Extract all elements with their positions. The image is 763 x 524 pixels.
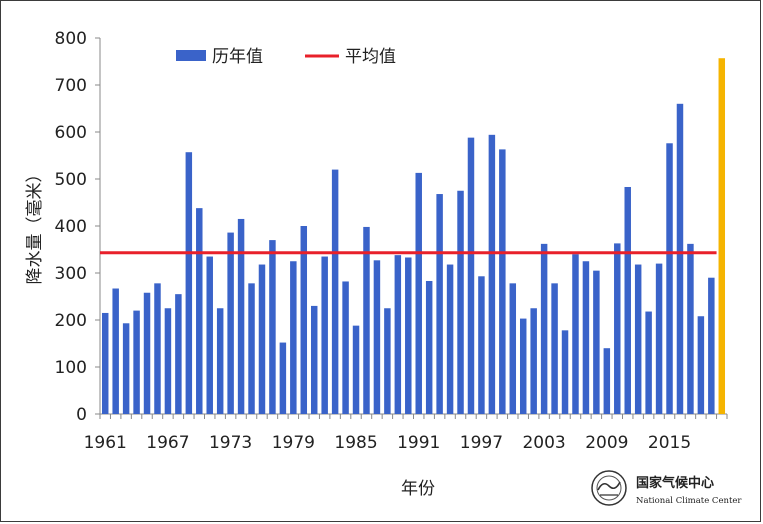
bar-2003	[540, 243, 548, 414]
bar-1966	[154, 283, 161, 414]
tick-labels: 0 100 200 300 400 500 600 700 800 1961 1967 1973 197…	[55, 29, 728, 453]
bar-2000	[509, 283, 517, 414]
bar-1992	[425, 280, 433, 414]
bar-highlight-2020	[718, 58, 726, 415]
bar-1993	[436, 194, 443, 414]
bar-1979	[290, 261, 297, 414]
ncc-logo: 国家气候中心 National Climate Center	[591, 470, 742, 506]
bar-1961	[101, 312, 109, 414]
bar-1975	[248, 283, 255, 414]
legend: 历年值 平均值	[176, 47, 396, 67]
x-tick-label: 1961	[84, 433, 127, 453]
bar-1963	[122, 323, 130, 414]
y-tick-label: 200	[55, 311, 87, 331]
bar-2002	[530, 308, 537, 414]
bar-1978	[279, 342, 287, 414]
bar-2004	[551, 283, 558, 414]
bar-1967	[164, 308, 172, 414]
bar-2005	[561, 330, 569, 414]
bar-1982	[321, 256, 328, 414]
bar-1991	[415, 172, 422, 414]
bar-2006	[572, 254, 579, 414]
bar-2015	[666, 143, 673, 414]
bar-1962	[112, 288, 119, 414]
bar-1996	[467, 137, 475, 414]
bar-2009	[603, 348, 611, 414]
x-tick-label: 2009	[585, 433, 628, 453]
x-tick-label: 2003	[522, 433, 565, 453]
bar-1980	[300, 226, 308, 414]
bar-series	[101, 58, 726, 415]
axes	[99, 38, 727, 415]
bar-2008	[593, 270, 600, 414]
bar-1986	[363, 226, 370, 414]
y-tick-label: 0	[76, 405, 87, 425]
x-tick-label: 2015	[648, 433, 691, 453]
bar-1970	[196, 208, 203, 414]
bar-1997	[478, 276, 485, 414]
x-axis-label: 年份	[401, 479, 435, 499]
bar-1998	[488, 134, 496, 414]
y-axis-label: 降水量（毫米）	[25, 166, 45, 285]
bar-2001	[519, 318, 527, 414]
legend-mean-label: 平均值	[345, 47, 396, 67]
bar-1971	[206, 256, 213, 414]
bar-1965	[143, 292, 151, 414]
legend-bar-swatch	[176, 50, 206, 61]
y-tick-label: 800	[55, 29, 87, 49]
bar-2011	[624, 186, 631, 414]
bar-1985	[352, 325, 360, 414]
x-tick-label: 1991	[397, 433, 440, 453]
bar-2017	[687, 243, 694, 414]
bar-1972	[216, 308, 224, 414]
legend-bar-label: 历年值	[212, 47, 263, 67]
bar-2018	[697, 316, 705, 414]
bar-1987	[373, 260, 381, 414]
bar-1964	[133, 310, 140, 414]
bar-1999	[499, 149, 506, 414]
y-tick-label: 100	[55, 358, 87, 378]
ncc-logo-name-cn: 国家气候中心	[636, 475, 714, 491]
bar-1976	[258, 264, 266, 414]
bar-2010	[614, 243, 621, 414]
bar-1969	[185, 152, 193, 414]
bar-1984	[342, 281, 349, 414]
x-tick-label: 1967	[146, 433, 189, 453]
x-tick-label: 1985	[334, 433, 377, 453]
bar-1983	[331, 169, 339, 414]
x-tick-label: 1997	[460, 433, 503, 453]
ncc-logo-name-en: National Climate Center	[636, 496, 742, 506]
y-tick-label: 300	[55, 264, 87, 284]
bar-1988	[384, 308, 391, 414]
bar-2014	[655, 263, 663, 414]
bar-1995	[457, 190, 464, 414]
bar-1994	[446, 264, 454, 414]
y-tick-label: 600	[55, 123, 87, 143]
bar-2012	[634, 264, 642, 414]
bar-1990	[405, 257, 412, 414]
bar-1973	[227, 232, 234, 414]
bar-2016	[676, 103, 684, 415]
bar-2013	[645, 311, 652, 414]
y-tick-label: 400	[55, 217, 87, 237]
bar-1968	[175, 294, 182, 414]
bar-2007	[582, 261, 590, 414]
y-tick-label: 700	[55, 76, 87, 96]
x-tick-label: 1973	[209, 433, 252, 453]
x-tick-label: 1979	[272, 433, 315, 453]
bar-1981	[310, 305, 318, 414]
bar-1977	[269, 240, 276, 414]
bar-2019	[708, 277, 715, 414]
bar-1974	[237, 218, 245, 414]
bar-1989	[394, 255, 402, 414]
y-tick-label: 500	[55, 170, 87, 190]
